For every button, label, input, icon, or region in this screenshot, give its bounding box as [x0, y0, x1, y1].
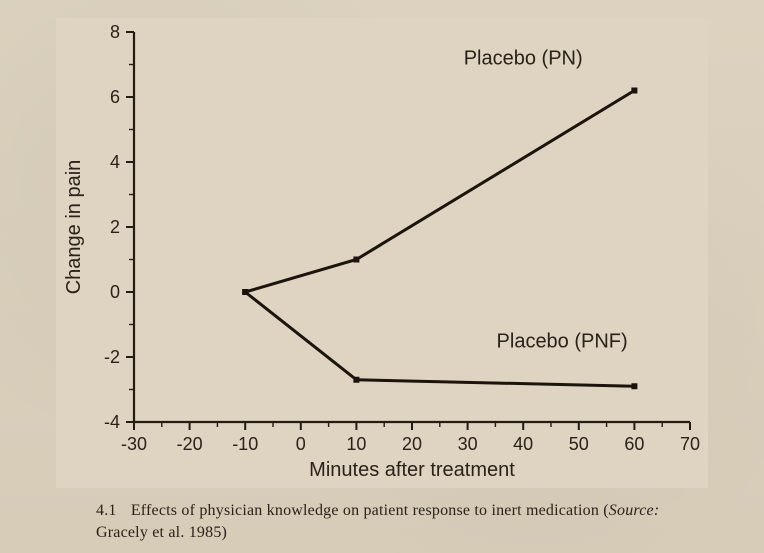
svg-text:30: 30 — [458, 434, 478, 454]
svg-text:60: 60 — [624, 434, 644, 454]
svg-text:0: 0 — [110, 282, 120, 302]
series-line — [245, 91, 634, 293]
svg-text:70: 70 — [680, 434, 700, 454]
svg-text:6: 6 — [110, 87, 120, 107]
caption-source: Gracely et al. 1985 — [96, 524, 222, 541]
line-chart: -4-202468-30-20-10010203040506070Minutes… — [56, 18, 708, 488]
chart-area: -4-202468-30-20-10010203040506070Minutes… — [56, 18, 708, 488]
data-marker — [631, 88, 637, 94]
svg-text:2: 2 — [110, 217, 120, 237]
y-axis-label: Change in pain — [63, 160, 85, 295]
svg-text:50: 50 — [569, 434, 589, 454]
svg-text:-20: -20 — [177, 434, 203, 454]
caption-source-label: Source: — [609, 502, 660, 519]
figure-caption: 4.1 Effects of physician knowledge on pa… — [96, 500, 706, 543]
caption-text-main: Effects of physician knowledge on patien… — [131, 502, 599, 519]
page: -4-202468-30-20-10010203040506070Minutes… — [0, 0, 764, 553]
svg-text:-30: -30 — [121, 434, 147, 454]
svg-text:4: 4 — [110, 152, 120, 172]
svg-text:40: 40 — [513, 434, 533, 454]
svg-text:-4: -4 — [104, 412, 120, 432]
x-axis-label: Minutes after treatment — [309, 459, 515, 481]
svg-text:20: 20 — [402, 434, 422, 454]
series-label: Placebo (PN) — [464, 48, 583, 70]
figure-number: 4.1 — [96, 502, 117, 519]
data-marker — [353, 257, 359, 263]
svg-text:10: 10 — [346, 434, 366, 454]
svg-text:-2: -2 — [104, 347, 120, 367]
series-label: Placebo (PNF) — [497, 330, 628, 352]
svg-text:0: 0 — [296, 434, 306, 454]
data-marker — [242, 289, 248, 295]
svg-text:8: 8 — [110, 22, 120, 42]
data-marker — [353, 377, 359, 383]
svg-text:-10: -10 — [232, 434, 258, 454]
data-marker — [631, 383, 637, 389]
